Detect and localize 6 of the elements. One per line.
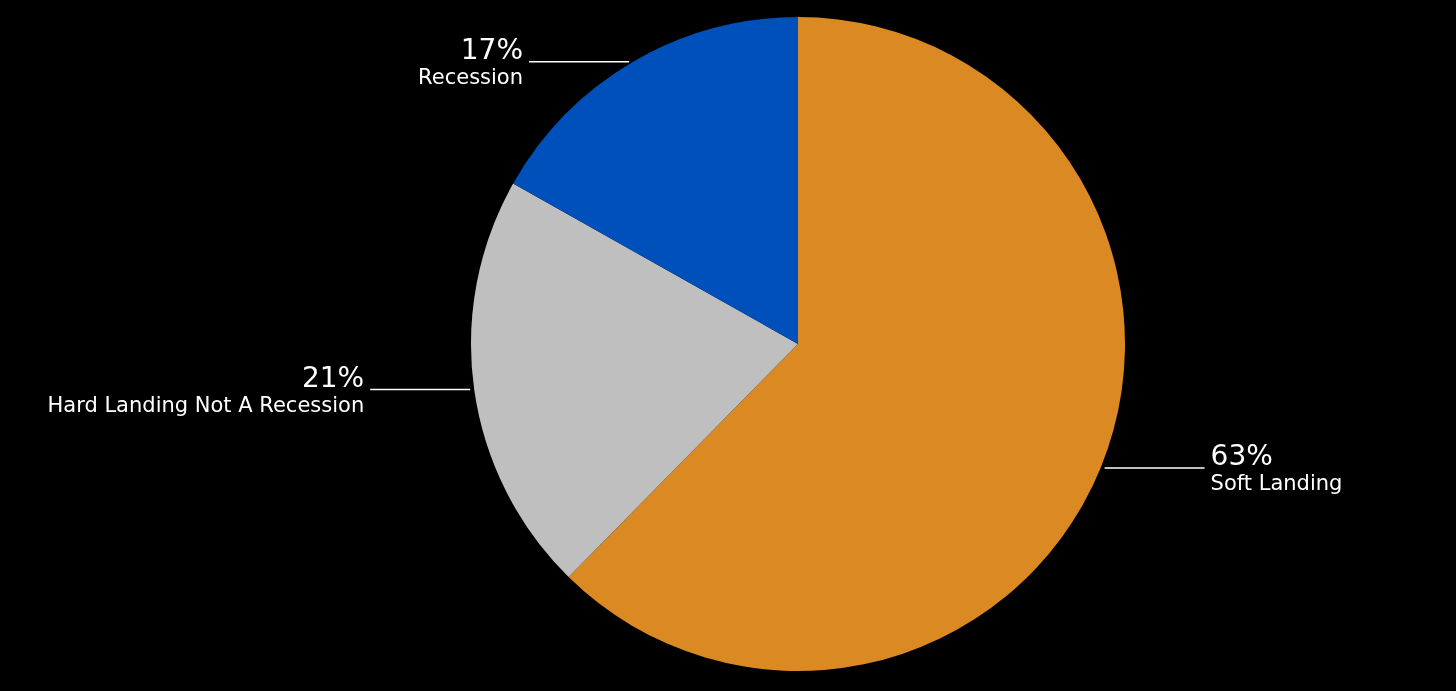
slice-label: Hard Landing Not A Recession — [47, 392, 365, 417]
slice-label: Soft Landing — [1210, 470, 1343, 495]
data-label: 17% — [460, 32, 524, 66]
slice-label: Recession — [418, 64, 524, 89]
data-label: 63% — [1210, 438, 1273, 472]
data-label: 21% — [301, 360, 365, 394]
